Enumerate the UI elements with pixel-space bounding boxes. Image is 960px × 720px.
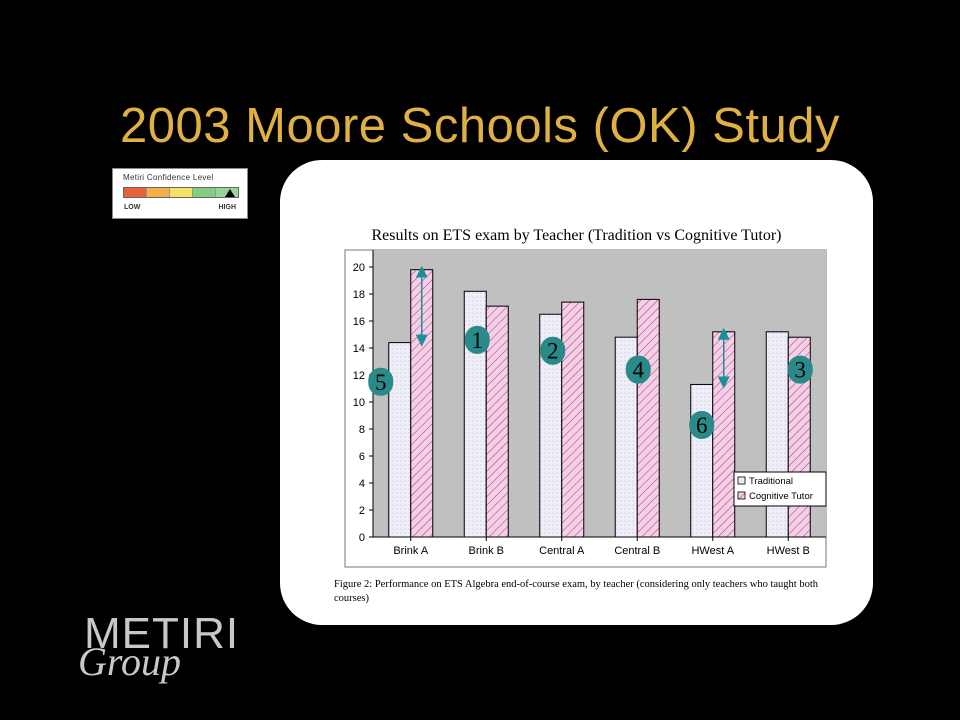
confidence-meter-title: Metiri Confidence Level <box>123 173 214 182</box>
y-tick-label: 2 <box>359 505 365 517</box>
logo-script: Group <box>78 639 181 684</box>
x-tick-label: Brink B <box>469 545 504 557</box>
y-tick-label: 10 <box>353 397 365 409</box>
logo-wordmark: METIRI <box>84 609 240 658</box>
y-tick-label: 20 <box>353 262 365 274</box>
bar-traditional <box>690 383 714 538</box>
rank-badge-label: 2 <box>547 339 559 364</box>
y-tick-label: 12 <box>353 370 365 382</box>
meter-segment <box>170 188 193 197</box>
chart-panel: Results on ETS exam by Teacher (Traditio… <box>280 160 873 625</box>
meter-segment <box>193 188 216 197</box>
legend-label-cognitive-tutor: Cognitive Tutor <box>749 491 813 502</box>
y-tick-label: 4 <box>359 478 365 490</box>
y-tick-label: 18 <box>353 289 365 301</box>
figure-caption: Figure 2: Performance on ETS Algebra end… <box>334 579 819 604</box>
y-tick-label: 14 <box>353 343 365 355</box>
y-tick-label: 0 <box>359 532 365 544</box>
x-tick-label: Central A <box>539 545 585 557</box>
rank-badge <box>540 336 566 365</box>
confidence-level-marker-icon <box>225 189 235 197</box>
rank-badge-label: 5 <box>375 370 387 395</box>
rank-badge-label: 4 <box>633 358 645 383</box>
x-tick-label: Brink A <box>393 545 429 557</box>
y-tick-label: 8 <box>359 424 365 436</box>
rank-badge <box>625 355 651 384</box>
bar-traditional <box>388 342 412 538</box>
rank-badge <box>368 367 394 396</box>
rank-badge <box>689 410 715 439</box>
rank-badge-label: 1 <box>472 328 484 353</box>
y-tick-label: 16 <box>353 316 365 328</box>
x-tick-label: HWest A <box>691 545 734 557</box>
chart-heading: Results on ETS exam by Teacher (Traditio… <box>371 227 782 244</box>
bar-cognitive-tutor <box>636 298 660 538</box>
legend-box <box>733 471 827 507</box>
confidence-high-label: HIGH <box>218 204 237 211</box>
x-tick-label: HWest B <box>767 545 810 557</box>
y-tick-label: 6 <box>359 451 365 463</box>
slide-title: 2003 Moore Schools (OK) Study <box>120 99 840 153</box>
x-tick-label: Central B <box>614 545 660 557</box>
meter-segment <box>124 188 147 197</box>
meter-segment <box>147 188 170 197</box>
confidence-meter: Metiri Confidence Level LOW HIGH <box>112 168 248 219</box>
bar-cognitive-tutor <box>485 305 509 538</box>
rank-badge-label: 6 <box>696 413 708 438</box>
rank-badge-label: 3 <box>795 358 807 383</box>
bar-cognitive-tutor <box>561 301 585 538</box>
confidence-meter-bar <box>123 187 239 198</box>
rank-badge <box>464 325 490 354</box>
legend-swatch-traditional <box>737 476 746 485</box>
confidence-low-label: LOW <box>124 204 141 211</box>
legend-label-traditional: Traditional <box>749 476 793 487</box>
rank-badge <box>787 355 813 384</box>
metiri-logo: METIRI Group <box>78 608 238 688</box>
legend-swatch-cognitive-tutor <box>737 491 746 500</box>
